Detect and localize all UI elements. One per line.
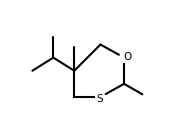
Text: S: S <box>96 94 103 104</box>
Text: O: O <box>123 52 131 62</box>
